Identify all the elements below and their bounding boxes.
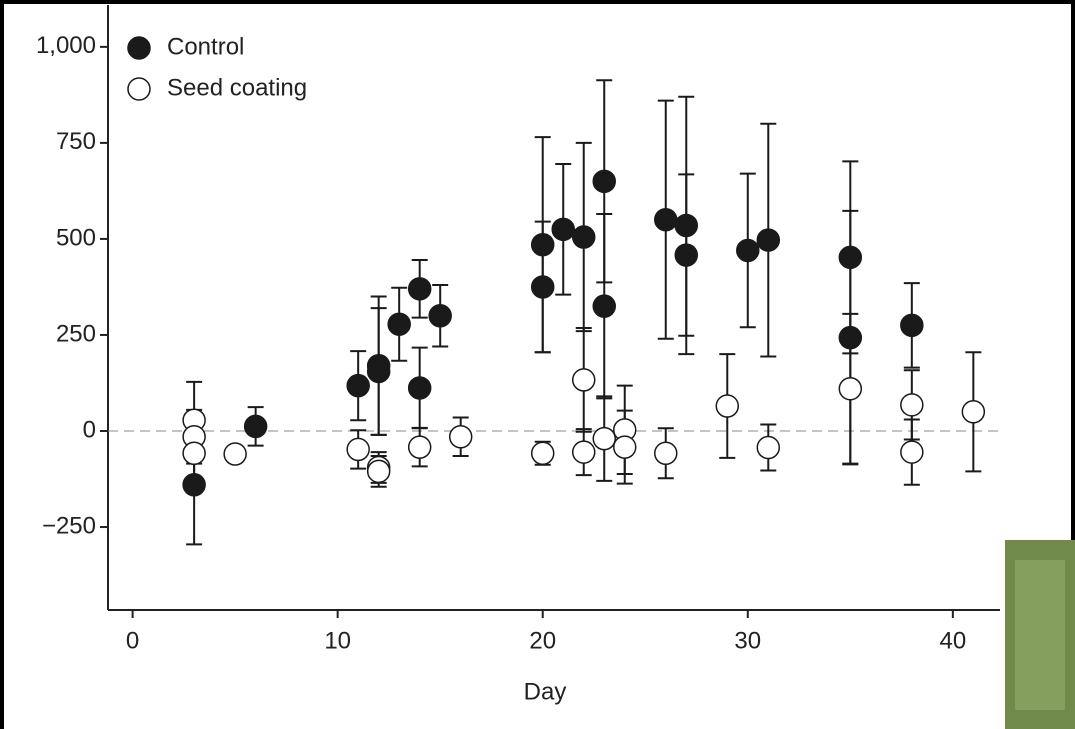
x-tick-label: 30 [734,627,761,654]
point [346,373,370,398]
point [387,312,411,336]
point [715,394,740,418]
point [592,169,616,194]
point [900,313,924,338]
point [571,368,596,392]
point [182,441,206,466]
legend-marker [127,36,151,60]
point [838,376,863,401]
point [900,393,924,417]
point [448,425,473,449]
photo-foliage [1015,560,1065,710]
point [612,435,637,459]
x-axis-label: Day [524,678,567,705]
y-tick-label: 1,000 [36,32,96,59]
point [571,225,596,249]
point [428,304,452,328]
point [530,441,555,466]
y-tick-label: 750 [56,128,96,155]
point [756,435,781,460]
point [243,414,268,439]
point [592,294,616,318]
legend-label: Seed coating [167,74,307,101]
point [736,238,760,263]
point [407,376,432,400]
x-tick-label: 10 [324,627,351,654]
x-tick-label: 40 [939,627,966,654]
legend-marker [127,77,151,101]
point [346,437,370,462]
point [592,426,616,451]
point [654,207,678,232]
point [530,275,555,299]
y-tick-label: 250 [56,320,96,347]
point [366,459,391,484]
x-tick-label: 20 [529,627,556,654]
y-tick-label: 500 [56,224,96,251]
point [407,435,432,459]
point [654,441,678,466]
point [674,243,699,267]
point [571,440,596,464]
point [407,277,432,301]
y-tick-label: 0 [83,416,96,443]
point [551,217,575,242]
point [530,232,555,257]
point [961,400,986,424]
point [838,245,863,270]
x-tick-label: 0 [126,627,139,654]
plot-background [4,4,1071,729]
point [756,228,781,252]
y-tick-label: −250 [42,512,96,539]
point [366,359,391,384]
point [223,442,247,466]
point [674,213,699,238]
point [900,440,924,464]
legend-label: Control [167,33,244,60]
